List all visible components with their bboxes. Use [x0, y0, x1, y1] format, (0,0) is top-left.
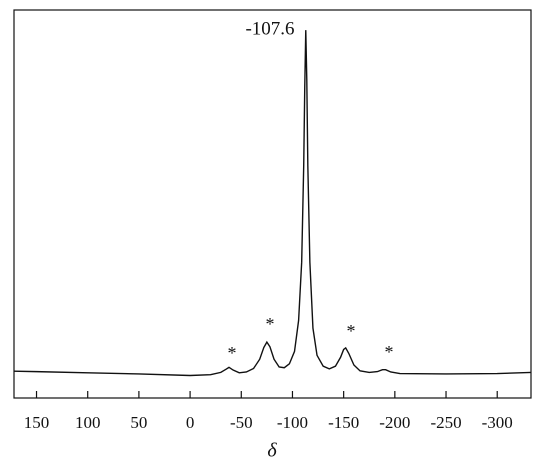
spectrum-line [13, 30, 532, 377]
plot-frame [13, 9, 532, 399]
x-tick-label: -250 [430, 413, 461, 432]
x-tick-label: -100 [277, 413, 308, 432]
x-tick-label: -200 [379, 413, 410, 432]
x-tick-label: -50 [230, 413, 253, 432]
x-axis-label: δ [267, 440, 277, 462]
sideband-marker: * [228, 343, 237, 363]
x-tick-label: 0 [186, 413, 195, 432]
x-tick-label: 100 [75, 413, 101, 432]
x-tick-label: -300 [482, 413, 513, 432]
x-tick-label: 50 [130, 413, 147, 432]
x-tick-label: -150 [328, 413, 359, 432]
peak-label: -107.6 [245, 18, 294, 39]
x-tick-label: 150 [24, 413, 50, 432]
sideband-marker: * [385, 342, 394, 362]
sideband-marker: * [266, 314, 275, 334]
sideband-marker: * [347, 321, 356, 341]
